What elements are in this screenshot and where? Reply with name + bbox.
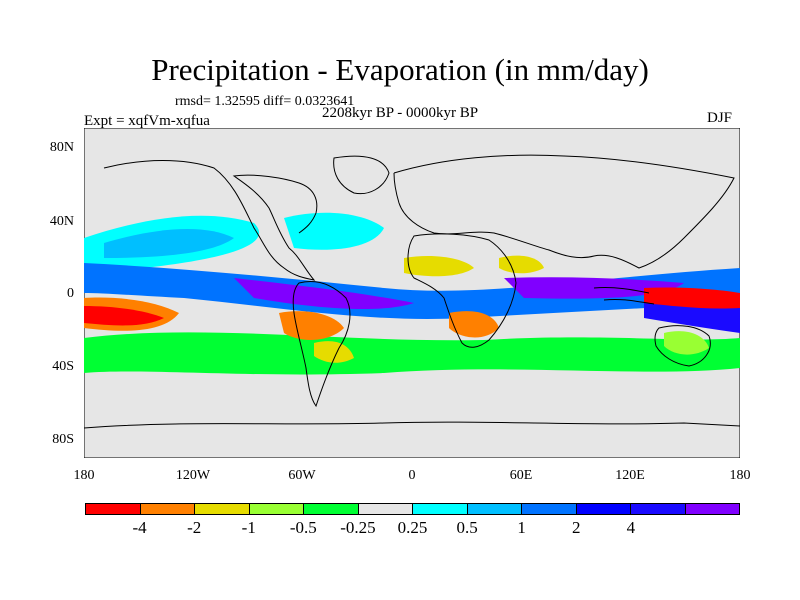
lon-label: 180 xyxy=(73,468,95,483)
colorbar-swatch xyxy=(195,504,250,514)
patch-arabia-yellow xyxy=(499,255,544,274)
colorbar-label: 1 xyxy=(517,518,526,537)
colorbar-swatch xyxy=(249,504,304,514)
lon-label: 180 xyxy=(729,468,751,483)
patch-australia-green xyxy=(664,331,709,355)
colorbar-swatch xyxy=(86,504,141,514)
patch-pacific-redcore xyxy=(84,306,164,326)
season-label: DJF xyxy=(707,110,733,126)
lat-label: 40S xyxy=(52,359,74,374)
colorbar-label: 2 xyxy=(572,518,581,537)
colorbar-swatch xyxy=(304,504,359,514)
lat-label: 80S xyxy=(52,432,74,447)
colorbar-label: -4 xyxy=(132,518,147,537)
lat-label: 0 xyxy=(67,286,74,301)
patch-natlantic-cyan xyxy=(284,212,384,250)
patch-africa-yellow xyxy=(404,256,474,277)
world-map xyxy=(84,128,740,458)
colorbar-label: -0.5 xyxy=(289,518,317,537)
colorbar-label: 0.25 xyxy=(397,518,428,537)
field-patches xyxy=(84,212,740,375)
lat-label: 40N xyxy=(49,214,74,229)
coast-greenland xyxy=(333,155,390,195)
patch-south-green xyxy=(84,332,740,375)
coast-antarctica xyxy=(84,421,740,429)
coast-australia xyxy=(654,325,711,367)
coast-indonesia xyxy=(593,287,655,305)
coast-south-america xyxy=(292,281,351,408)
patch-samerica-yellow xyxy=(314,341,354,363)
colorbar-label: -2 xyxy=(187,518,202,537)
patch-npacific-blue xyxy=(104,228,234,258)
colorbar-label: 0.5 xyxy=(456,518,478,537)
colorbar-swatch xyxy=(413,504,468,514)
colorbar-swatch xyxy=(685,504,739,514)
colorbar-swatch xyxy=(358,504,413,514)
lon-label: 120W xyxy=(175,468,211,483)
colorbar xyxy=(85,503,740,515)
experiment-label: Expt = xqfVm-xqfua xyxy=(84,113,210,129)
patch-wpacific-red xyxy=(644,287,740,309)
map-title: Precipitation - Evaporation (in mm/day) xyxy=(151,52,649,87)
stats-text: rmsd= 1.32595 diff= 0.0323641 xyxy=(175,94,355,109)
patch-itcz-blue xyxy=(84,263,740,319)
colorbar-label: -0.25 xyxy=(340,518,376,537)
coastlines xyxy=(84,154,740,429)
colorbar-label: 4 xyxy=(626,518,636,537)
lat-label: 80N xyxy=(49,140,74,155)
lon-label: 120E xyxy=(615,468,645,483)
lon-label: 60E xyxy=(509,468,533,483)
colorbar-swatch xyxy=(631,504,686,514)
coast-north-america xyxy=(103,160,318,281)
coast-eurasia xyxy=(393,154,735,269)
colorbar-label: -1 xyxy=(241,518,256,537)
colorbar-swatch xyxy=(140,504,195,514)
period-label: 2208kyr BP - 0000kyr BP xyxy=(322,105,479,121)
colorbar-swatch xyxy=(522,504,577,514)
colorbar-swatch xyxy=(467,504,522,514)
colorbar-swatch xyxy=(576,504,631,514)
coast-africa xyxy=(407,233,517,348)
lon-label: 0 xyxy=(408,468,416,483)
patch-safrica-orange xyxy=(449,311,499,338)
patch-itcz-purple xyxy=(234,278,414,310)
lon-label: 60W xyxy=(288,468,316,483)
